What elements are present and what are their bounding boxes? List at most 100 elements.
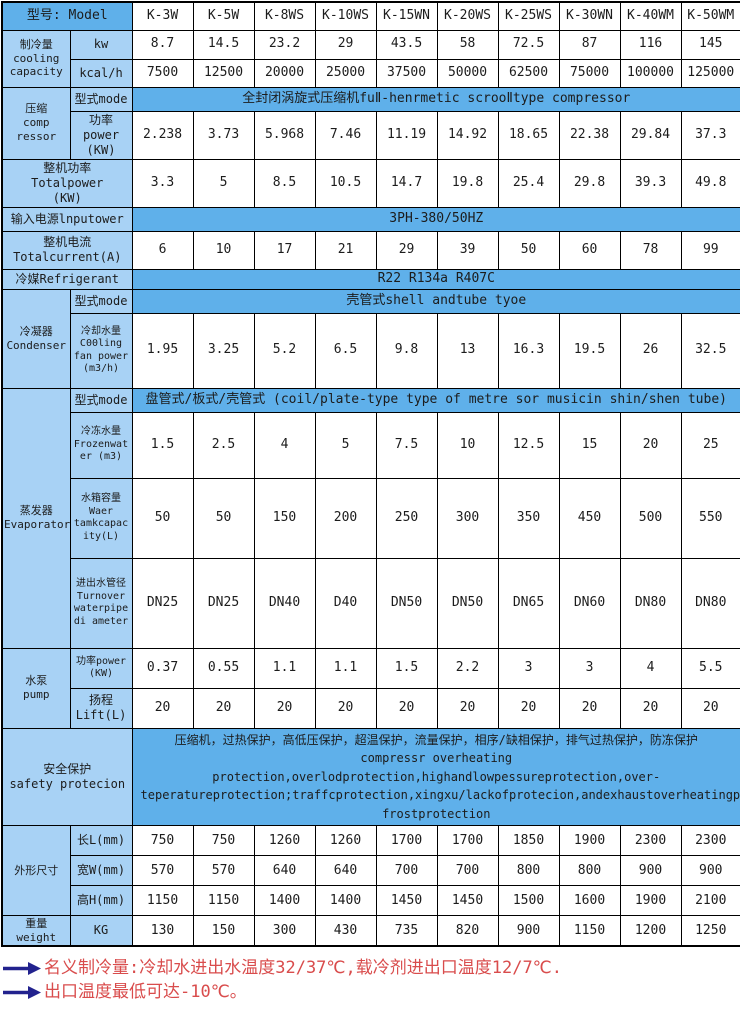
row-label-cell: 长L(mm): [69, 825, 133, 857]
value-cell: 12500: [192, 58, 255, 88]
value-cell: 12.5: [497, 411, 560, 479]
merged-value-cell: 全封闭涡旋式压缩机fuⅡ-henrmetic scrooⅡtype compre…: [131, 86, 740, 112]
value-cell: 3: [558, 647, 621, 689]
value-cell: 43.5: [375, 29, 438, 60]
value-cell: 1200: [619, 915, 682, 947]
value-cell: 32.5: [680, 312, 740, 389]
model-name-cell: K-30WN: [558, 1, 621, 31]
note-text: 出口温度最低可达-10℃。: [44, 982, 247, 1003]
value-cell: 19.8: [436, 158, 499, 208]
value-cell: DN50: [436, 557, 499, 649]
value-cell: 75000: [558, 58, 621, 88]
value-cell: 100000: [619, 58, 682, 88]
value-cell: 350: [497, 477, 560, 559]
value-cell: 37.3: [680, 110, 740, 160]
value-cell: 15: [558, 411, 621, 479]
value-cell: 6.5: [314, 312, 377, 389]
value-cell: 7500: [131, 58, 194, 88]
row-label-cell: 功率power (KW): [69, 647, 133, 689]
value-cell: 29: [314, 29, 377, 60]
value-cell: 16.3: [497, 312, 560, 389]
value-cell: 1500: [497, 885, 560, 917]
value-cell: 62500: [497, 58, 560, 88]
value-cell: 10: [192, 230, 255, 270]
value-cell: DN25: [192, 557, 255, 649]
value-cell: 150: [253, 477, 316, 559]
value-cell: 20: [375, 687, 438, 729]
value-cell: 17: [253, 230, 316, 270]
value-cell: 3: [497, 647, 560, 689]
model-name-cell: K-50WM: [680, 1, 740, 31]
value-cell: 640: [253, 855, 316, 887]
value-cell: 550: [680, 477, 740, 559]
row-label-cell: 冷媒Refrigerant: [1, 268, 133, 290]
value-cell: 50: [497, 230, 560, 270]
value-cell: 1700: [436, 825, 499, 857]
value-cell: 37500: [375, 58, 438, 88]
row-label-cell: 水箱容量 Waer tamkcapac ity(L): [69, 477, 133, 559]
merged-value-cell: 盘管式/板式/壳管式 (coil/plate-type type of metr…: [131, 387, 740, 413]
note-line-2: 出口温度最低可达-10℃。: [3, 981, 737, 1003]
note-line-1: 名义制冷量:冷却水进出水温度32/37℃,载冷剂进出口温度12/7℃.: [3, 957, 737, 979]
model-name-cell: K-5W: [192, 1, 255, 31]
value-cell: 1450: [436, 885, 499, 917]
value-cell: 49.8: [680, 158, 740, 208]
row-label-cell: 功率 power (KW): [69, 110, 133, 160]
value-cell: 1450: [375, 885, 438, 917]
value-cell: 20: [131, 687, 194, 729]
value-cell: 700: [436, 855, 499, 887]
value-cell: 735: [375, 915, 438, 947]
row-label-cell: kcal/h: [69, 58, 133, 88]
value-cell: 99: [680, 230, 740, 270]
value-cell: 22.38: [558, 110, 621, 160]
value-cell: 1250: [680, 915, 740, 947]
value-cell: 900: [497, 915, 560, 947]
row-label-cell: 整机电流 Totalcurrent(A): [1, 230, 133, 270]
value-cell: 1.95: [131, 312, 194, 389]
value-cell: 39.3: [619, 158, 682, 208]
value-cell: 1850: [497, 825, 560, 857]
value-cell: 2300: [680, 825, 740, 857]
value-cell: 500: [619, 477, 682, 559]
value-cell: 1260: [253, 825, 316, 857]
row-label-cell: 压缩 comp ressor: [1, 86, 71, 160]
value-cell: 20: [436, 687, 499, 729]
value-cell: 4: [253, 411, 316, 479]
value-cell: 5.5: [680, 647, 740, 689]
row-label-cell: 进出水管径 Turnover waterpipe di ameter: [69, 557, 133, 649]
value-cell: 29.84: [619, 110, 682, 160]
spec-table: 型号: Model K-3W K-5W K-8WS K-10WS K-15WN K-20WS…: [1, 1, 740, 947]
value-cell: 20: [192, 687, 255, 729]
value-cell: 450: [558, 477, 621, 559]
row-label-cell: 扬程 Lift(L): [69, 687, 133, 729]
value-cell: 4: [619, 647, 682, 689]
model-name-cell: K-40WM: [619, 1, 682, 31]
value-cell: 300: [253, 915, 316, 947]
value-cell: 60: [558, 230, 621, 270]
value-cell: 3.3: [131, 158, 194, 208]
value-cell: 1.5: [131, 411, 194, 479]
value-cell: 2100: [680, 885, 740, 917]
value-cell: 20: [253, 687, 316, 729]
model-name-cell: K-20WS: [436, 1, 499, 31]
row-label-cell: 宽W(mm): [69, 855, 133, 887]
value-cell: 750: [131, 825, 194, 857]
value-cell: DN60: [558, 557, 621, 649]
arrow-right-icon: [3, 985, 41, 999]
value-cell: 26: [619, 312, 682, 389]
value-cell: 20: [619, 687, 682, 729]
value-cell: 58: [436, 29, 499, 60]
row-label-cell: 冷却水量 C00ling fan power (m3/h): [69, 312, 133, 389]
value-cell: 200: [314, 477, 377, 559]
value-cell: 8.7: [131, 29, 194, 60]
value-cell: 5: [192, 158, 255, 208]
value-cell: 7.5: [375, 411, 438, 479]
value-cell: 14.5: [192, 29, 255, 60]
value-cell: 20: [619, 411, 682, 479]
model-name-cell: K-10WS: [314, 1, 377, 31]
value-cell: 39: [436, 230, 499, 270]
value-cell: 23.2: [253, 29, 316, 60]
value-cell: 800: [497, 855, 560, 887]
merged-value-cell: 壳管式shell andtube tyoe: [131, 288, 740, 314]
